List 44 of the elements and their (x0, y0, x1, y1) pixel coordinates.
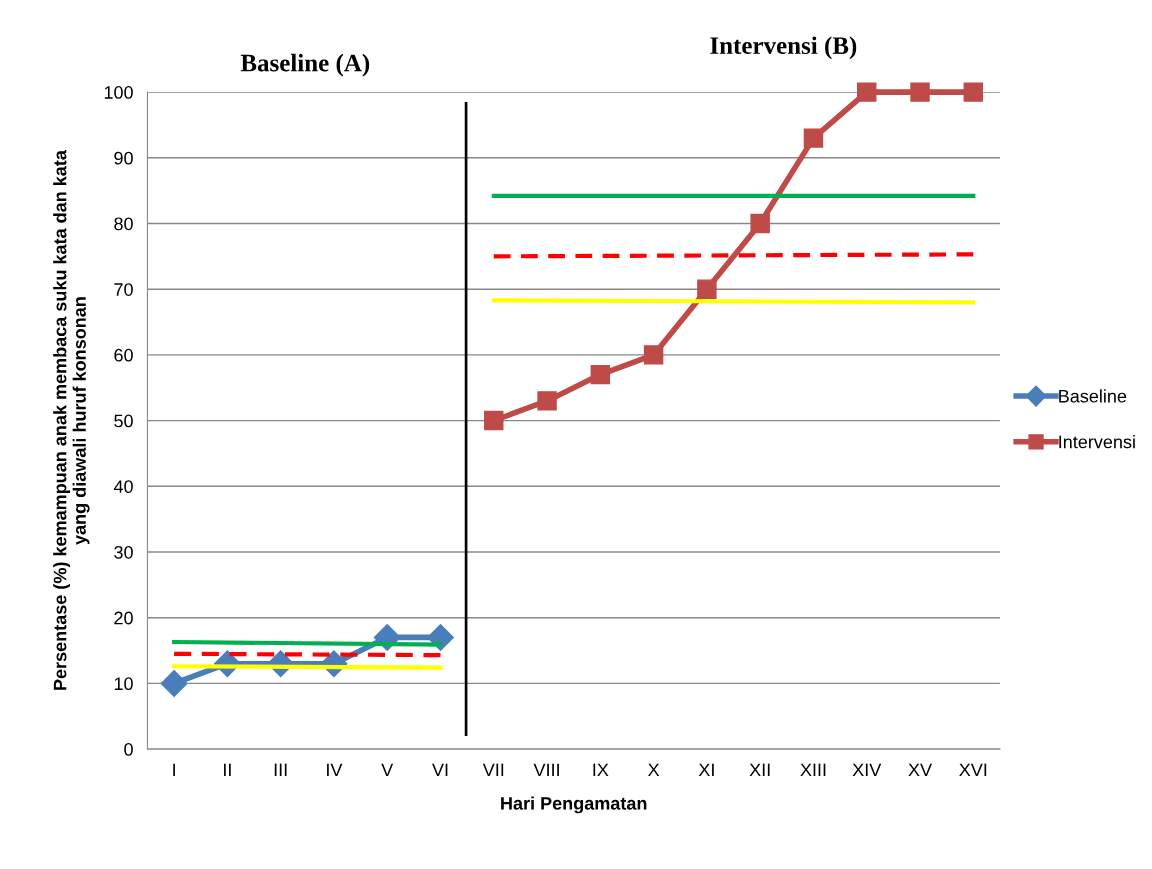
x-tick-label: X (648, 763, 660, 777)
point (484, 410, 504, 431)
y-tick-label: 90 (114, 151, 133, 165)
y-tick-label: 40 (113, 480, 133, 494)
point (910, 82, 930, 102)
point (643, 345, 664, 365)
x-tick-label: VII (482, 763, 504, 777)
x-tick-label: XII (749, 763, 770, 777)
y-tick-label: 80 (114, 217, 133, 231)
y-tick-label: 10 (114, 677, 133, 691)
y-tick-label: 100 (104, 86, 133, 99)
x-tick-label: XI (698, 763, 714, 777)
point (857, 82, 877, 102)
x-tick-label: III (274, 763, 287, 777)
x-tick-label: XIV (852, 763, 882, 777)
x-tick-label: II (224, 763, 231, 777)
x-tick-label: VIII (533, 763, 559, 777)
x-tick-label: I (173, 763, 175, 777)
point (537, 391, 557, 411)
point (160, 669, 188, 697)
y-tick-label: 0 (124, 743, 133, 756)
y-tick-label: 70 (114, 283, 133, 296)
y-tick-label: 60 (114, 348, 133, 362)
x-axis-title: Hari Pengamatan (501, 796, 647, 814)
x-tick-label: IX (593, 763, 609, 777)
x-tick-label: IV (327, 763, 343, 777)
point (590, 364, 611, 385)
text: Intervensi (B) (710, 36, 857, 60)
point (963, 82, 984, 102)
x-tick-label: XV (908, 763, 932, 777)
y-tick-label: 20 (114, 611, 133, 625)
y-tick-label: 30 (114, 545, 133, 559)
x-tick-label: XIII (800, 763, 826, 777)
x-tick-label: V (381, 763, 394, 777)
legend-label: Intervensi (1059, 435, 1135, 449)
y-axis-title: Persentase (%) kemampuan anak membaca suku kata dan kata yang diawali huruf konsonan (53, 150, 90, 690)
x-tick-label: XVI (959, 763, 987, 777)
legend-label: Baseline (1059, 389, 1127, 403)
x-tick-label: VI (432, 763, 448, 777)
point (750, 213, 770, 234)
y-tick-label: 50 (114, 414, 133, 428)
text: Baseline (A) (240, 53, 370, 77)
point (803, 128, 824, 148)
point (697, 279, 717, 299)
